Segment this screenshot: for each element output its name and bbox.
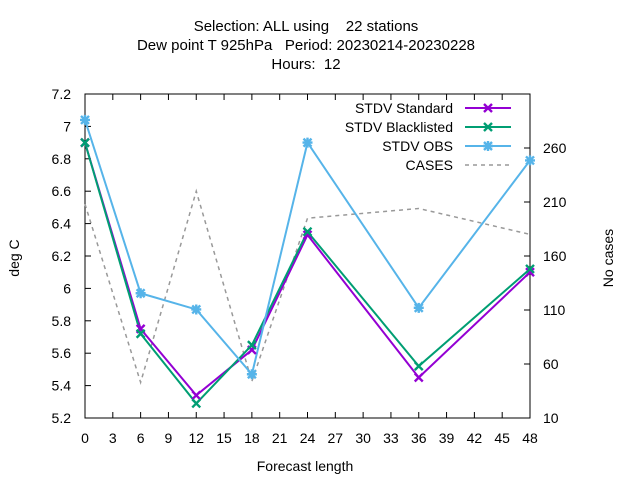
- y-tick-label: 6.2: [52, 248, 72, 264]
- x-axis-label: Forecast length: [257, 458, 354, 474]
- y2-tick-label: 10: [543, 410, 559, 426]
- y2-tick-label: 160: [543, 248, 567, 264]
- data-point-stdv-obs: [413, 302, 424, 313]
- x-tick-label: 21: [272, 430, 288, 446]
- data-point-stdv-standard: [413, 372, 424, 383]
- y-tick-label: 6.8: [52, 151, 72, 167]
- legend-label: STDV Standard: [355, 100, 453, 116]
- data-point-stdv-blacklisted: [413, 361, 424, 372]
- x-tick-label: 27: [328, 430, 344, 446]
- title-line-3: Hours: 12: [271, 56, 341, 73]
- legend-marker: [483, 122, 493, 132]
- y-tick-label: 5.2: [52, 410, 72, 426]
- x-tick-label: 30: [355, 430, 371, 446]
- data-point-stdv-standard: [525, 267, 535, 278]
- data-point-stdv-blacklisted: [247, 340, 257, 350]
- data-point-stdv-blacklisted: [302, 226, 313, 237]
- x-tick-label: 12: [188, 430, 204, 446]
- data-point-stdv-standard: [191, 390, 202, 401]
- y-tick-label: 5.8: [52, 313, 72, 329]
- series-line-stdv-blacklisted: [84, 142, 531, 405]
- data-point-stdv-obs: [135, 288, 146, 299]
- y2-axis-label: No cases: [600, 229, 616, 287]
- data-point-stdv-obs: [525, 155, 535, 166]
- data-point-stdv-blacklisted: [191, 398, 202, 409]
- x-tick-label: 33: [383, 430, 399, 446]
- data-point-stdv-blacklisted: [80, 137, 90, 148]
- x-tick-label: 24: [300, 430, 316, 446]
- y-tick-label: 6.6: [52, 183, 72, 199]
- data-point-stdv-blacklisted: [135, 328, 146, 339]
- x-tick-label: 42: [467, 430, 483, 446]
- x-tick-label: 48: [522, 430, 538, 446]
- legend-marker: [483, 103, 493, 113]
- chart-title: Selection: ALL using 22 stations Dew poi…: [0, 17, 612, 74]
- data-point-stdv-obs: [80, 114, 90, 125]
- title-line-1: Selection: ALL using 22 stations: [193, 18, 419, 35]
- series-line-stdv-standard: [84, 142, 531, 397]
- data-point-stdv-blacklisted: [525, 264, 535, 274]
- data-point-stdv-standard: [302, 230, 313, 240]
- x-tick-label: 18: [244, 430, 260, 446]
- legend-marker: [483, 141, 493, 151]
- legend-label: STDV Blacklisted: [345, 119, 453, 135]
- legend: STDV Standard STDV Blacklisted STDV OBS CAS…: [345, 100, 511, 173]
- legend-label: STDV OBS: [382, 138, 453, 154]
- x-tick-label: 45: [494, 430, 510, 446]
- x-tick-label: 39: [439, 430, 455, 446]
- y2-tick-label: 110: [543, 302, 566, 318]
- y-tick-label: 5.6: [52, 345, 72, 361]
- x-tick-label: 36: [411, 430, 427, 446]
- y-tick-label: 5.4: [52, 378, 72, 394]
- y-axis-label: deg C: [6, 239, 22, 276]
- y2-tick-label: 260: [543, 140, 567, 156]
- title-line-2: Dew point T 925hPa Period: 20230214-2023…: [136, 37, 476, 54]
- y-tick-label: 6.4: [52, 216, 72, 232]
- x-tick-label: 6: [137, 430, 145, 446]
- y-tick-label: 7: [63, 118, 71, 134]
- y-tick-label: 6: [63, 280, 71, 296]
- y2-tick-label: 60: [543, 356, 559, 372]
- legend-label: CASES: [406, 157, 453, 173]
- data-point-stdv-obs: [191, 304, 202, 315]
- x-tick-label: 0: [81, 430, 89, 446]
- ticks-group: 0 3 6 9 12 15 18 21 24 27 30 33 36 39 42 45 485.25.45.65…: [52, 86, 567, 446]
- y2-tick-label: 210: [543, 194, 567, 210]
- x-tick-label: 15: [216, 430, 232, 446]
- y-tick-label: 7.2: [52, 86, 72, 102]
- series-markers-group: [80, 114, 535, 409]
- data-point-stdv-obs: [246, 369, 257, 380]
- x-tick-label: 3: [109, 430, 117, 446]
- data-point-stdv-obs: [302, 137, 313, 148]
- series-lines-group: [84, 119, 531, 405]
- series-line-cases: [84, 188, 531, 385]
- x-tick-label: 9: [165, 430, 173, 446]
